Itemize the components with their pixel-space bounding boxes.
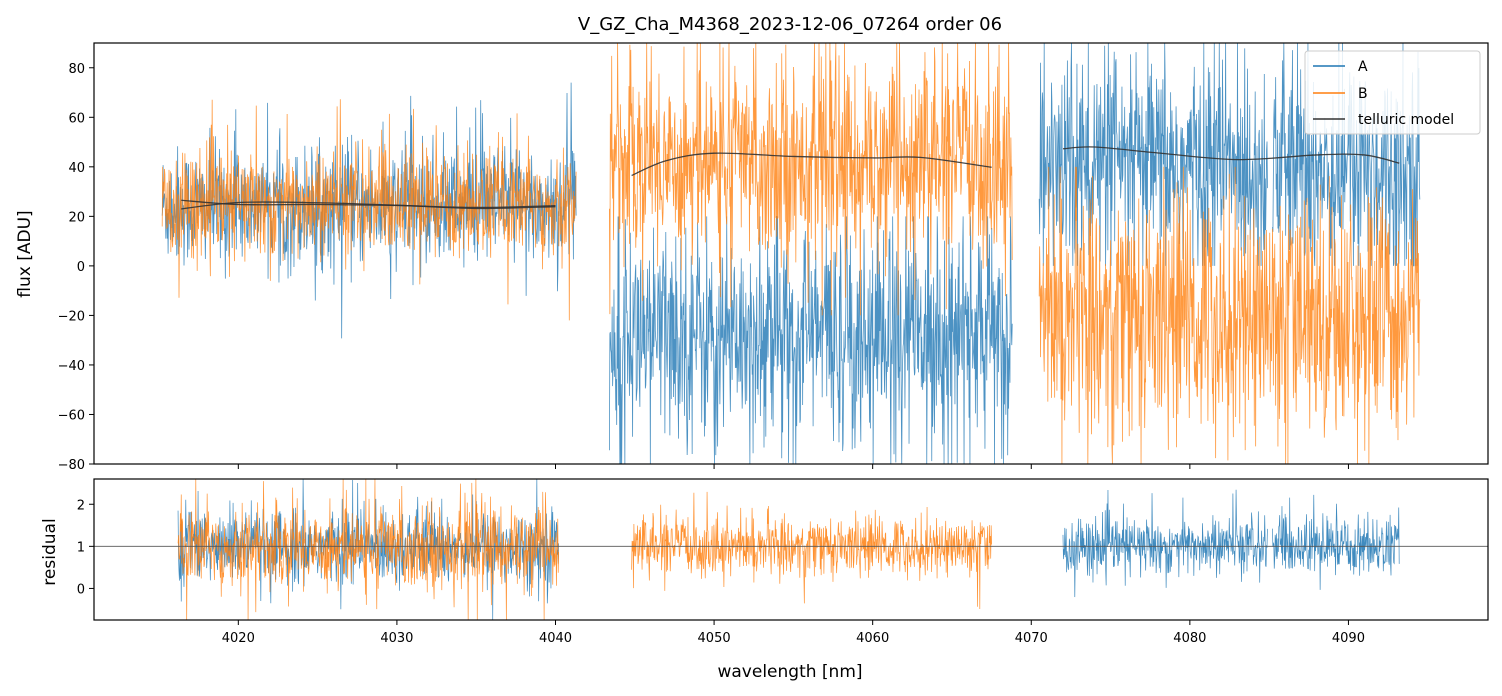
telluric-model-curve-4 <box>1062 146 1400 164</box>
series-b-segment-3 <box>1038 166 1421 464</box>
series-a-segment-2 <box>1062 489 1400 598</box>
telluric-model-curve-2 <box>181 201 556 210</box>
x-tick-label: 4030 <box>380 631 413 646</box>
legend-box <box>1304 50 1481 135</box>
flux-y-label: flux [ADU] <box>15 210 35 297</box>
x-tick-label: 4040 <box>539 631 572 646</box>
flux-panel: −80 −60 −40 −20 0 20 40 60 80 flux [ADU] A B tel… <box>15 42 1489 473</box>
x-axis-label: wavelength [nm] <box>717 662 862 682</box>
legend: A B telluric model <box>1304 50 1481 135</box>
residual-x-axis: 4020 4030 4040 4050 4060 4070 4080 4090 <box>222 620 1365 646</box>
residual-plot-area <box>94 479 1488 620</box>
flux-y-tick-label: 80 <box>68 62 85 77</box>
residual-y-tick-label: 1 <box>77 540 85 555</box>
series-b-segment-2 <box>631 491 992 610</box>
flux-y-tick-label: −60 <box>58 408 85 423</box>
flux-y-axis: −80 −60 −40 −20 0 20 40 60 80 <box>58 62 94 473</box>
legend-label-telluric: telluric model <box>1358 112 1454 128</box>
flux-y-tick-label: 20 <box>68 210 85 225</box>
flux-y-tick-label: 40 <box>68 161 85 176</box>
series-b-segment-2 <box>609 43 1013 316</box>
flux-plot-area <box>161 43 1421 464</box>
x-tick-label: 4090 <box>1332 631 1365 646</box>
x-tick-label: 4060 <box>856 631 889 646</box>
flux-y-tick-label: −40 <box>58 359 85 374</box>
residual-panel-frame <box>93 478 1489 621</box>
series-b-segment-1 <box>161 99 577 321</box>
flux-y-tick-label: −80 <box>58 458 85 473</box>
telluric-model-curve-3 <box>631 152 992 177</box>
x-tick-label: 4050 <box>698 631 731 646</box>
series-b-segment-1 <box>177 479 560 620</box>
series-a-segment-2 <box>609 215 1013 464</box>
flux-y-tick-label: 60 <box>68 111 85 126</box>
residual-y-tick-label: 2 <box>77 498 85 513</box>
residual-y-axis: 0 1 2 <box>77 498 94 597</box>
legend-label-b: B <box>1358 86 1368 102</box>
flux-x-axis <box>237 464 1349 469</box>
residual-panel: 0 1 2 4020 4030 4040 4050 4060 4070 4080 4090 res… <box>40 478 1489 682</box>
flux-y-tick-label: −20 <box>58 309 85 324</box>
residual-y-tick-label: 0 <box>77 582 85 597</box>
flux-y-tick-label: 0 <box>77 260 85 275</box>
telluric-model-curve-1 <box>181 199 556 209</box>
flux-panel-frame <box>93 42 1489 465</box>
x-tick-label: 4070 <box>1015 631 1048 646</box>
x-tick-label: 4080 <box>1173 631 1206 646</box>
legend-label-a: A <box>1358 59 1368 75</box>
chart-title: V_GZ_Cha_M4368_2023-12-06_07264 order 06 <box>578 14 1002 35</box>
x-tick-label: 4020 <box>222 631 255 646</box>
residual-y-label: residual <box>40 518 60 585</box>
